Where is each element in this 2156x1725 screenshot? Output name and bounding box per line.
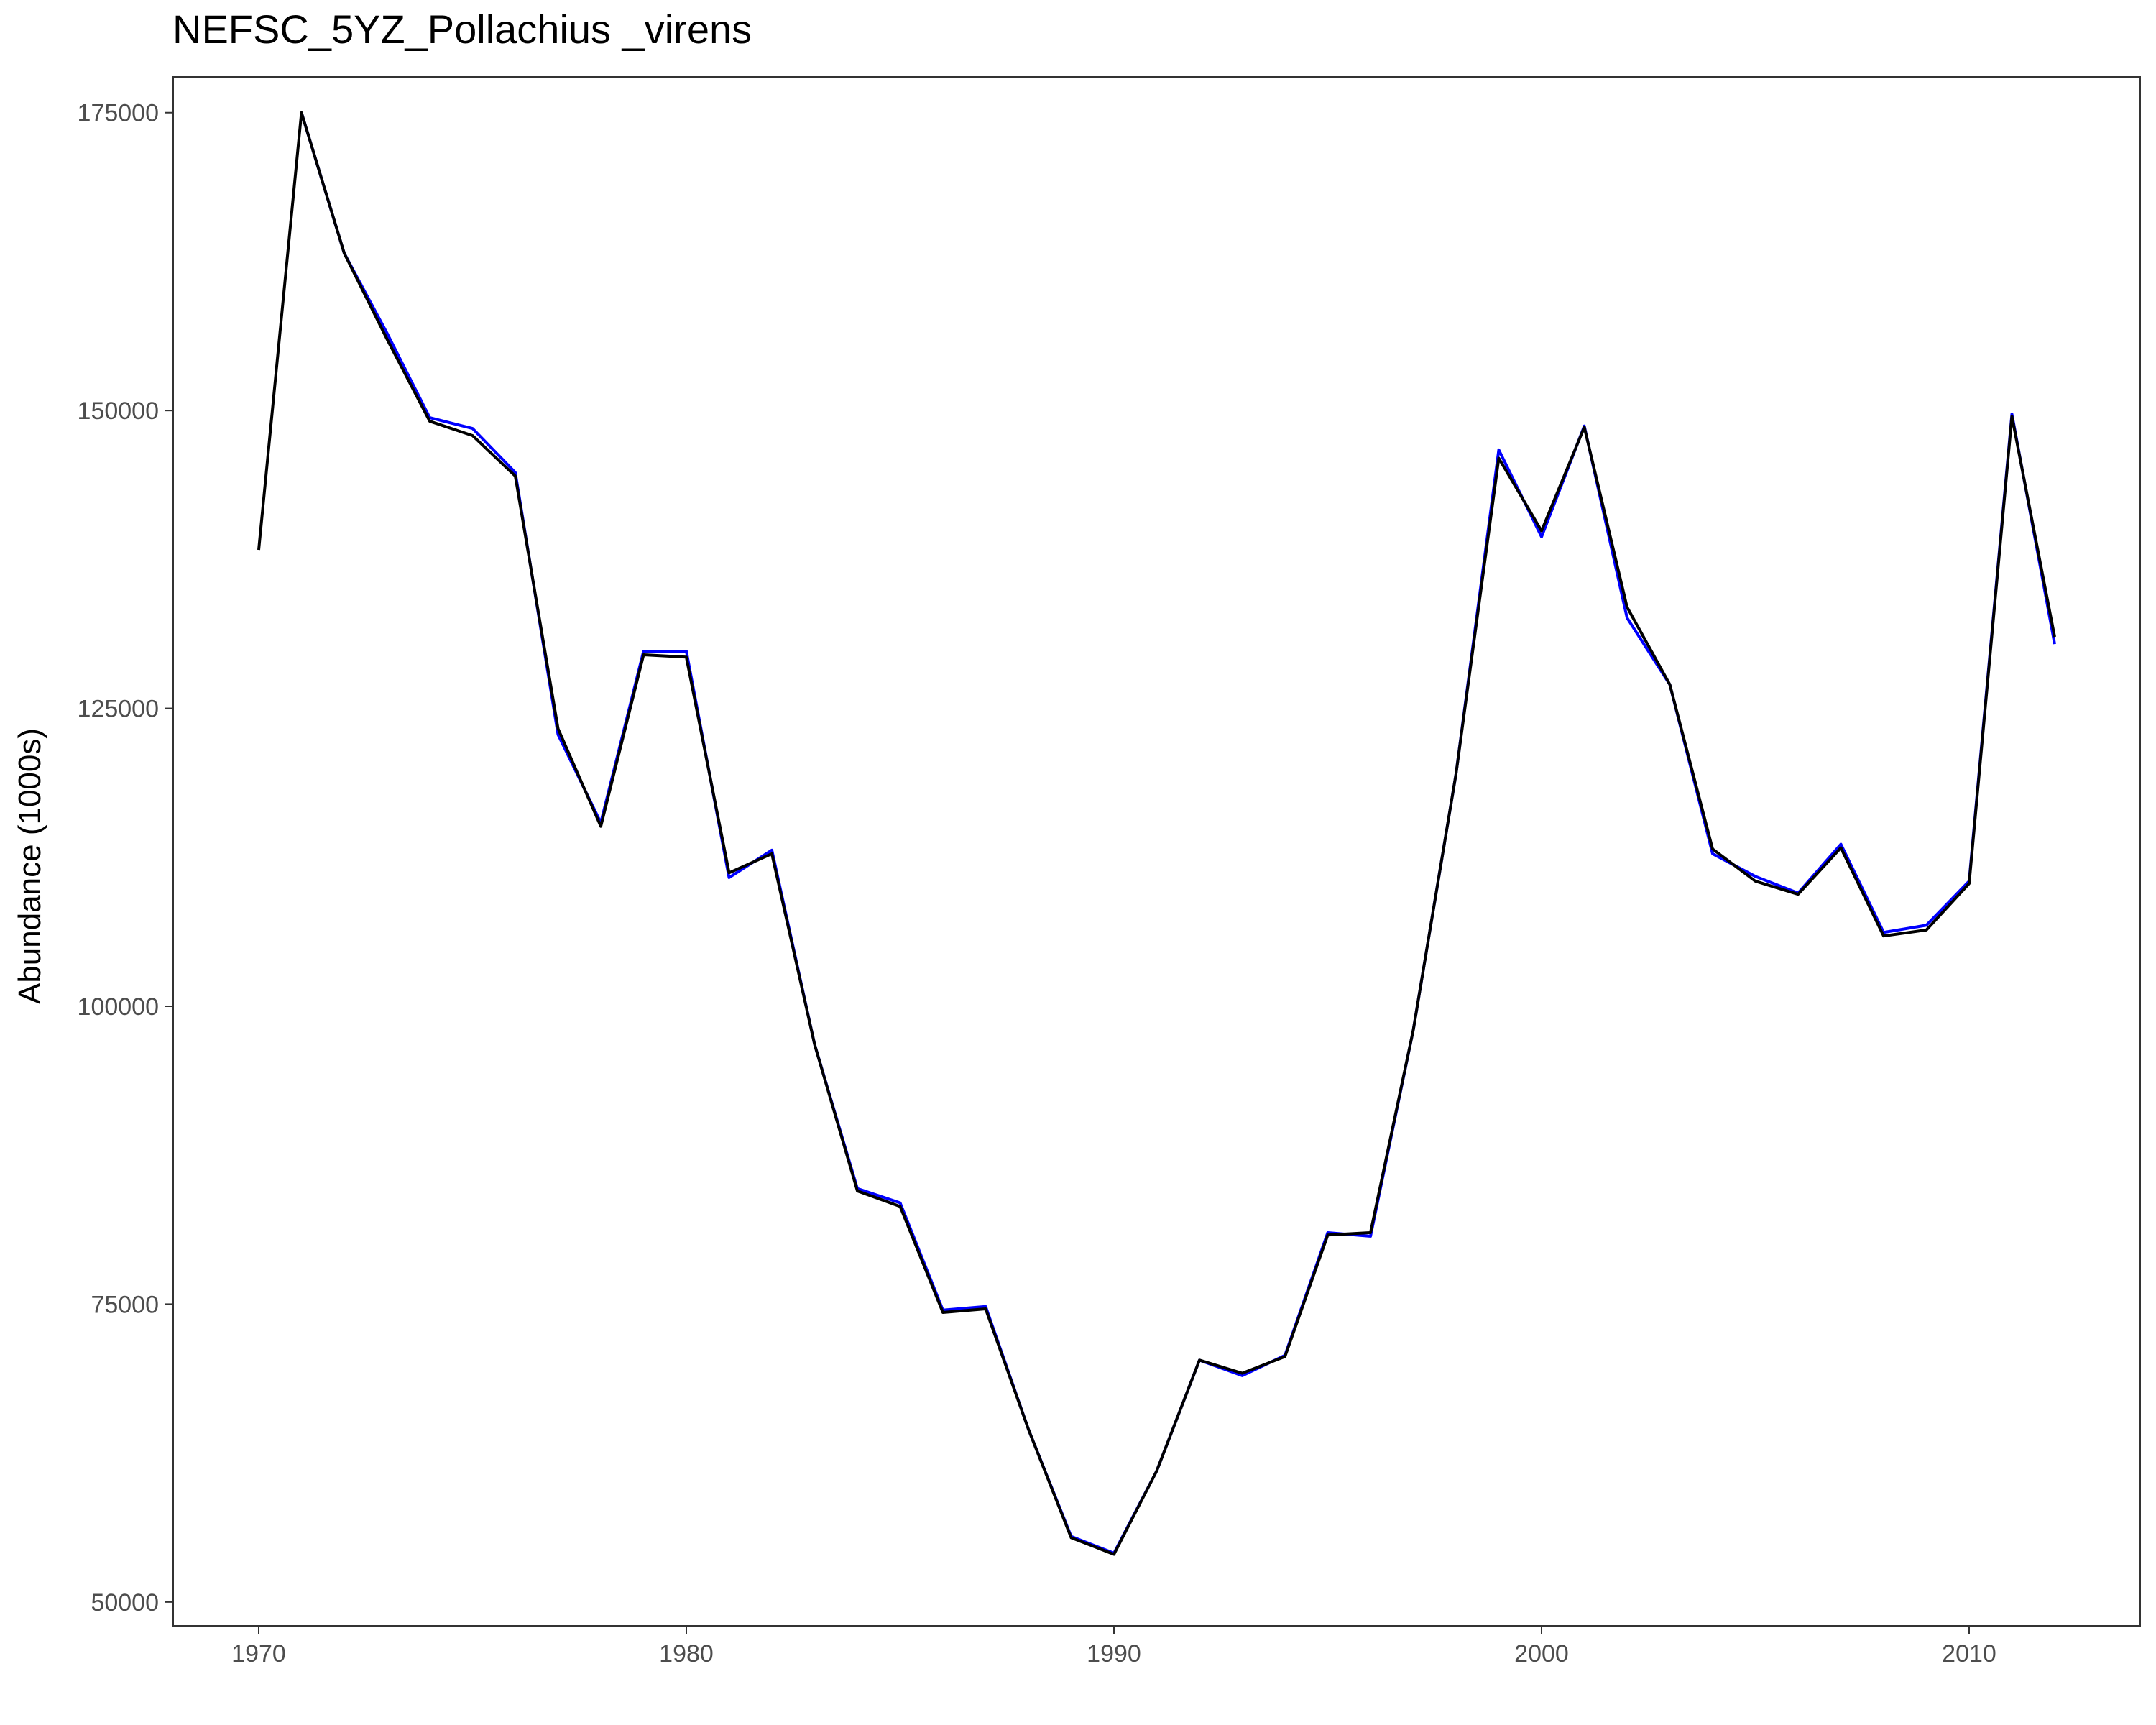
x-tick-label: 1970 (231, 1640, 286, 1668)
x-tick-label: 2000 (1514, 1640, 1569, 1668)
series-lines (257, 111, 2056, 1556)
chart-title: NEFSC_5YZ_Pollachius _virens (172, 6, 752, 52)
x-tick-label: 1990 (1087, 1640, 1141, 1668)
x-tick-label: 1980 (659, 1640, 714, 1668)
x-tick-label: 2010 (1942, 1640, 1996, 1668)
plot-panel (172, 76, 2141, 1627)
y-tick-label: 125000 (78, 696, 159, 723)
y-tick-label: 100000 (78, 993, 159, 1021)
y-tick-label: 75000 (91, 1291, 159, 1318)
y-tick-label: 175000 (78, 100, 159, 127)
y-tick-label: 50000 (91, 1589, 159, 1616)
y-axis-title: Abundance (1000s) (12, 728, 47, 1004)
x-axis: 1970 1980 1990 2000 2010 (231, 1626, 1996, 1668)
y-axis: 50000 75000 100000 125000 150000 175000 (78, 100, 173, 1616)
y-tick-label: 150000 (78, 397, 159, 425)
series-line-2 (257, 111, 2056, 1556)
panel-border (172, 76, 2141, 1627)
